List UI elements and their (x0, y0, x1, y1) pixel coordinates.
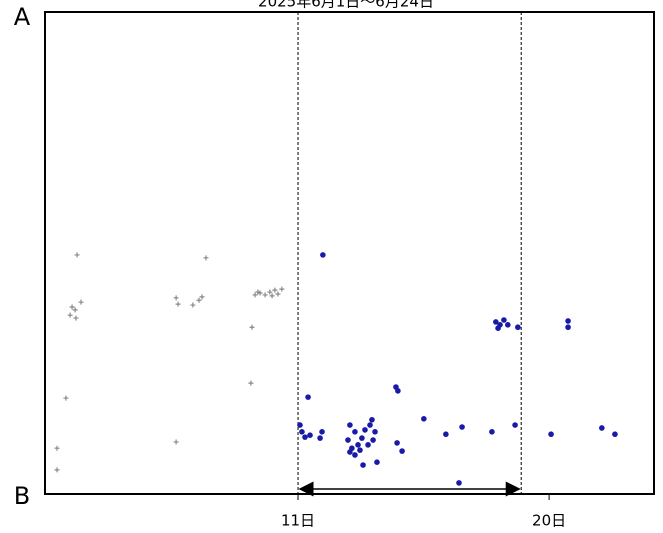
point (199, 294, 205, 300)
point (203, 255, 209, 261)
point (512, 422, 518, 428)
point (394, 440, 400, 446)
point (359, 435, 365, 441)
point (275, 291, 281, 297)
point (67, 312, 73, 318)
point (367, 422, 373, 428)
point (421, 416, 427, 422)
point (74, 252, 80, 258)
point (269, 293, 275, 299)
point (173, 439, 179, 445)
point (548, 431, 554, 438)
x-tick-label: 11日 (281, 512, 315, 530)
point (360, 462, 366, 468)
point (63, 395, 69, 401)
point (78, 299, 84, 305)
point (565, 324, 571, 331)
point (493, 319, 499, 325)
point (69, 304, 75, 310)
point (459, 424, 465, 430)
point (357, 447, 363, 453)
point (370, 437, 376, 443)
point (352, 429, 358, 435)
point (196, 297, 202, 303)
point (612, 431, 618, 438)
point (173, 295, 179, 301)
point (255, 289, 261, 295)
point (495, 325, 501, 331)
point (190, 302, 196, 308)
point (515, 324, 521, 331)
point (505, 322, 511, 328)
point (443, 431, 449, 438)
point (305, 394, 311, 400)
point (297, 422, 303, 428)
point (352, 452, 358, 458)
point (369, 416, 375, 423)
point (320, 252, 326, 258)
plot-frame (44, 11, 655, 495)
point (307, 432, 313, 438)
point (345, 437, 351, 443)
point (54, 467, 60, 473)
x-tick-label: 20日 (532, 512, 566, 530)
point (489, 429, 495, 435)
point (374, 459, 380, 465)
point (501, 317, 507, 323)
point (319, 429, 325, 435)
point (565, 318, 571, 324)
point (73, 315, 79, 321)
point (399, 448, 405, 454)
point (347, 422, 353, 428)
point (262, 292, 268, 298)
point (175, 301, 181, 307)
point (365, 442, 371, 448)
point (248, 380, 254, 386)
point (267, 289, 273, 295)
point (599, 425, 605, 431)
point (249, 324, 255, 330)
point (317, 435, 323, 441)
point (456, 480, 462, 486)
top-label: A (14, 3, 31, 31)
point (355, 442, 361, 448)
point (347, 449, 353, 455)
point (272, 287, 278, 293)
point (362, 427, 368, 433)
point (372, 429, 378, 435)
bottom-label: B (14, 482, 30, 510)
point (54, 445, 60, 451)
chart-title: 2025年6月1日～6月24日 (258, 0, 434, 11)
point (279, 286, 285, 292)
point (302, 434, 308, 440)
point (299, 429, 305, 435)
point (395, 388, 401, 394)
point (72, 307, 78, 313)
point (252, 292, 258, 298)
